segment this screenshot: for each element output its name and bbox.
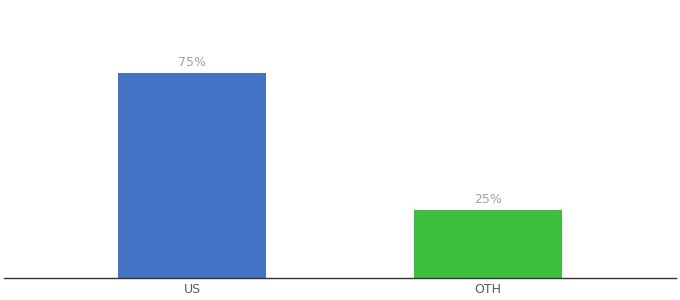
Text: 25%: 25% [474, 193, 502, 206]
Bar [118, 73, 266, 278]
Bar [414, 209, 562, 278]
Text: 75%: 75% [178, 56, 206, 69]
